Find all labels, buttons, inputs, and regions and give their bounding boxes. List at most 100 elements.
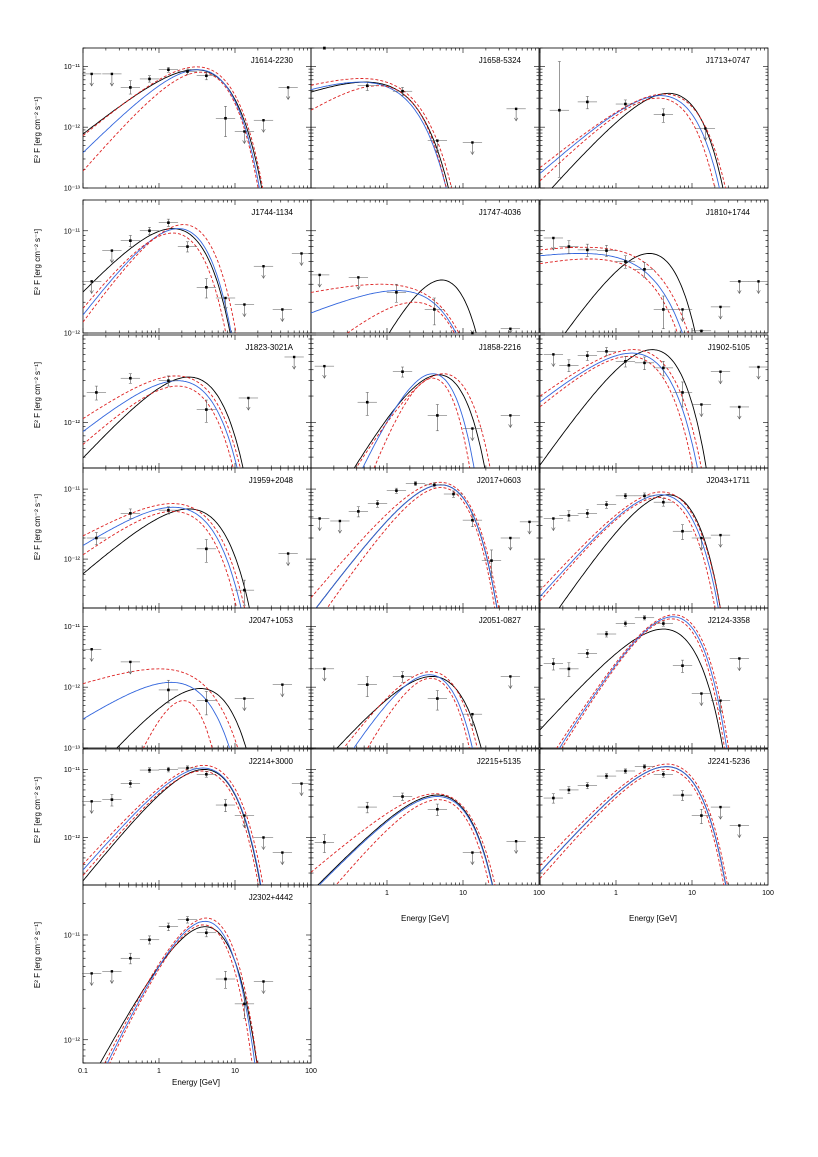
y-axis-title-row-6: E² F [erg cm⁻² s⁻¹] [33, 777, 42, 843]
series-line-model [353, 374, 486, 468]
panel-title: J1959+2048 [249, 476, 294, 485]
upper-limit-point [509, 536, 512, 540]
upper-limit-point [757, 280, 760, 283]
series-line-lower [373, 377, 471, 468]
panel-J2047+1053: 10⁻¹¹ 10⁻¹² 10⁻¹³ J2047+1053 [64, 607, 312, 753]
upper-limit-point [110, 72, 114, 76]
arrow-head [680, 318, 685, 323]
arrow-head [718, 815, 723, 820]
series-line-upper [540, 491, 721, 608]
panel-title: J2302+4442 [249, 893, 294, 902]
x-tick-label: 100 [533, 890, 545, 897]
arrow-head [242, 313, 247, 318]
arrow-head [109, 82, 114, 87]
panel-J1713+0747: J1713+0747 [539, 47, 769, 189]
curves-group [540, 92, 726, 188]
arrow-head [551, 527, 556, 532]
data-point [186, 918, 189, 921]
arrow-head [435, 149, 440, 154]
data-point [365, 805, 369, 809]
data-point [395, 489, 398, 492]
series-line-model [83, 376, 244, 468]
plot-frame [82, 334, 312, 469]
series-line-lower [561, 618, 725, 748]
series-line-upper [83, 66, 264, 188]
series-line-upper [355, 373, 491, 468]
series-line-lower [540, 769, 725, 885]
arrow-head [756, 375, 761, 380]
arrow-head [470, 861, 475, 866]
arrow-head [299, 792, 304, 797]
data-point [605, 249, 608, 252]
arrow-head [737, 667, 742, 672]
y-tick-label: 10⁻¹¹ [64, 228, 81, 235]
data-point [205, 408, 208, 411]
series-line-upper [104, 917, 258, 1063]
data-point [243, 1002, 246, 1006]
y-tick-label: 10⁻¹³ [64, 186, 81, 193]
plot-frame [82, 47, 312, 189]
data-point [129, 956, 132, 960]
y-axis-title-row-1: E² F [erg cm⁻² s⁻¹] [33, 97, 42, 163]
panel-J2241-5236: 1 10 100 J2241-5236 [539, 748, 774, 897]
series-line-fit [311, 290, 457, 333]
arrow-head [286, 96, 291, 100]
data-point [365, 683, 369, 686]
x-tick-label: 100 [762, 890, 774, 897]
plot-frame [310, 748, 540, 886]
data-point [433, 483, 436, 487]
arrow-head [718, 709, 723, 714]
series-line-upper [540, 763, 728, 885]
arrow-head [317, 283, 322, 288]
data-point [624, 622, 627, 625]
panel-title: J1823-3021A [245, 343, 293, 352]
arrow-head [89, 82, 94, 87]
arrow-head [299, 262, 304, 267]
data-point [129, 86, 132, 89]
series-line-upper [83, 224, 237, 333]
upper-limit-point [247, 396, 250, 400]
series-line-fit [83, 506, 242, 608]
arrow-head [756, 290, 761, 294]
plot-frame [82, 748, 312, 886]
series-line-model [83, 508, 250, 608]
data-point [624, 769, 627, 773]
arrow-head [242, 824, 247, 829]
plot-frame [539, 607, 769, 749]
series-line-fit [83, 681, 230, 748]
data-point [243, 588, 246, 592]
data-point [148, 938, 151, 942]
arrow-head [246, 406, 251, 411]
panel-title: J1744-1134 [251, 208, 293, 217]
data-point [205, 699, 208, 702]
series-line-upper [83, 375, 241, 468]
data-point [129, 512, 132, 515]
upper-limit-point [719, 370, 722, 373]
y-axis-title-row-7: E² F [erg cm⁻² s⁻¹] [33, 922, 42, 988]
upper-limit-point [700, 403, 703, 406]
data-point [662, 772, 665, 776]
arrow-head [128, 670, 133, 675]
series-line-fit [83, 69, 260, 188]
arrow-head [508, 546, 513, 551]
arrow-head [89, 290, 94, 294]
series-line-lower [540, 496, 716, 608]
series-line-lower [540, 97, 716, 188]
upper-limit-point [471, 141, 474, 144]
data-point [148, 229, 151, 233]
y-tick-label: 10⁻¹² [64, 685, 81, 692]
series-line-lower [83, 71, 259, 188]
series-line-upper [311, 283, 460, 333]
x-axis-title-left: Energy [GeV] [172, 1078, 220, 1087]
series-line-upper [556, 614, 729, 748]
panel-J1744-1134: 10⁻¹¹ 10⁻¹² J1744-1134 [64, 199, 312, 338]
panel-title: J1658-5324 [479, 56, 522, 65]
curves-group [540, 614, 729, 748]
curves-group [540, 491, 721, 608]
arrow-head [261, 129, 266, 133]
data-point [662, 308, 665, 311]
data-point [205, 931, 208, 935]
upper-limit-point [738, 280, 741, 283]
data-point [357, 510, 360, 513]
upper-limit-point [509, 414, 512, 417]
